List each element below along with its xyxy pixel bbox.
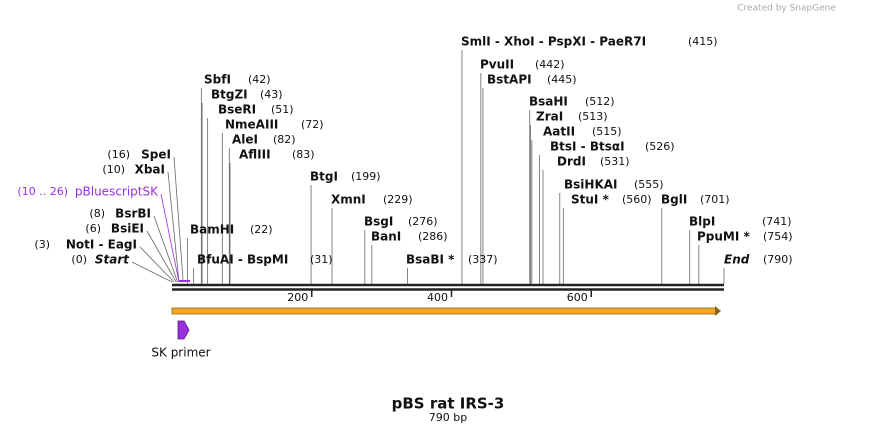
title: pBS rat IRS-3 — [392, 395, 505, 413]
site-name: AatII — [543, 125, 575, 139]
site-name: SbfI — [204, 73, 231, 87]
site-pos: (442) — [535, 58, 565, 71]
feature-arrow — [171, 307, 717, 315]
site-pos: (741) — [762, 215, 792, 228]
site-name: SpeI — [141, 148, 171, 162]
leader-line — [139, 246, 175, 283]
site-name: BglI — [661, 193, 687, 207]
subtitle: 790 bp — [429, 411, 467, 424]
site-name: StuI * — [571, 193, 610, 207]
ruler-label: 400 — [427, 291, 448, 304]
site-pos: (42) — [248, 73, 271, 86]
site-name: BtgZI — [211, 88, 248, 102]
site-name: ZraI — [536, 110, 563, 124]
site-pos: (531) — [600, 155, 630, 168]
site-name: AleI — [232, 133, 258, 147]
site-pos: (286) — [418, 230, 448, 243]
feature-arrow-head — [715, 306, 721, 316]
site-pos: (10 .. 26) — [17, 185, 68, 198]
site-name: NotI - EagI — [66, 238, 137, 252]
site-name: BsiHKAI — [564, 178, 618, 192]
site-pos: (83) — [292, 148, 315, 161]
site-name: BamHI — [190, 223, 234, 237]
site-pos: (82) — [273, 133, 296, 146]
ruler-label: 600 — [567, 291, 588, 304]
site-pos: (276) — [408, 215, 438, 228]
site-pos: (22) — [250, 223, 273, 236]
site-pos: (445) — [547, 73, 577, 86]
site-name: BsgI — [364, 215, 393, 229]
leader-line — [167, 171, 180, 283]
site-pos: (6) — [85, 222, 101, 235]
leader-line — [173, 156, 184, 283]
site-pos: (337) — [468, 253, 498, 266]
site-name: BstAPI — [487, 73, 532, 87]
site-pos: (3) — [34, 238, 50, 251]
leader-line — [131, 261, 173, 283]
site-pos: (526) — [645, 140, 675, 153]
site-name: BsrBI — [115, 207, 151, 221]
site-pos: (199) — [351, 170, 381, 183]
site-pos: (51) — [271, 103, 294, 116]
primer-arrow — [177, 320, 190, 340]
site-name: XmnI — [331, 193, 366, 207]
site-pos: (415) — [688, 35, 718, 48]
site-pos: (701) — [700, 193, 730, 206]
site-pos: (512) — [585, 95, 615, 108]
leader-line — [146, 230, 177, 283]
site-name: SmlI - XhoI - PspXI - PaeR7I — [461, 35, 646, 49]
site-name: PvuII — [480, 58, 514, 72]
site-pos: (560) — [622, 193, 652, 206]
site-pos: (515) — [592, 125, 622, 138]
site-name: BseRI — [218, 103, 256, 117]
site-name: BanI — [371, 230, 401, 244]
watermark: Created by SnapGene — [737, 4, 836, 14]
site-name: PpuMI * — [697, 230, 751, 244]
ruler-label: 200 — [287, 291, 308, 304]
site-name: pBluescriptSK — [75, 185, 159, 199]
site-pos: (72) — [301, 118, 324, 131]
site-pos: (790) — [763, 253, 793, 266]
leader-line — [160, 193, 180, 283]
site-pos: (513) — [578, 110, 608, 123]
site-name: Start — [95, 253, 130, 267]
leader-line — [153, 215, 178, 283]
site-pos: (10) — [102, 163, 125, 176]
site-name: AflIII — [239, 148, 271, 162]
site-pos: (229) — [383, 193, 413, 206]
site-name: BtgI — [310, 170, 338, 184]
site-name: BsaHI — [529, 95, 568, 109]
site-pos: (31) — [310, 253, 333, 266]
site-name: BtsI - BtsαI — [550, 140, 625, 154]
site-name: BsaBI * — [406, 253, 455, 267]
site-pos: (754) — [763, 230, 793, 243]
site-name: DrdI — [557, 155, 586, 169]
site-pos: (43) — [260, 88, 283, 101]
site-name: NmeAIII — [225, 118, 278, 132]
site-pos: (16) — [107, 148, 130, 161]
site-pos: (8) — [89, 207, 105, 220]
site-name: XbaI — [135, 163, 165, 177]
site-name: BsiEI — [111, 222, 144, 236]
site-pos: (555) — [634, 178, 664, 191]
site-pos: (0) — [71, 253, 87, 266]
site-name: End — [724, 253, 750, 267]
site-name: BfuAI - BspMI — [197, 253, 288, 267]
primer-label: SK primer — [151, 346, 210, 360]
site-name: BlpI — [689, 215, 715, 229]
